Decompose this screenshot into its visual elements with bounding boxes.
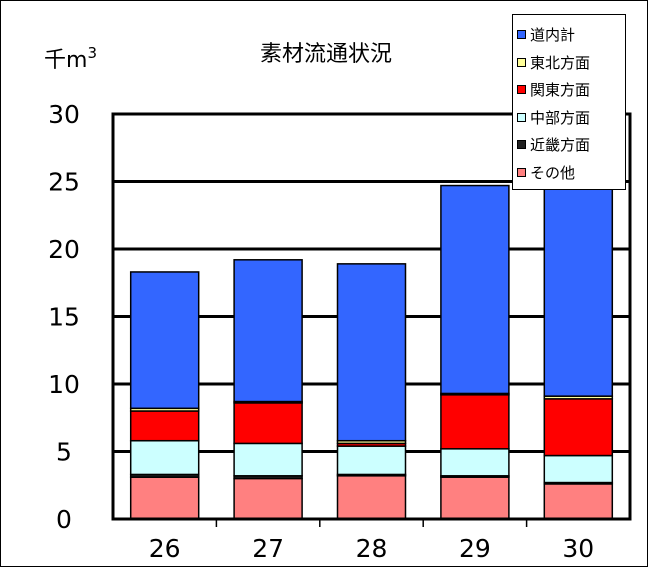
- legend-item: 道内計: [517, 21, 625, 49]
- bar-segment: [129, 476, 200, 520]
- bar-segment: [440, 394, 510, 450]
- bar-segment: [233, 259, 303, 403]
- bar-segment: [129, 271, 200, 410]
- legend-swatch: [517, 85, 526, 95]
- legend-item: 近畿方面: [517, 131, 625, 159]
- y-tick-label: 10: [48, 370, 80, 399]
- x-tick-label: 26: [149, 534, 181, 563]
- legend-swatch: [517, 30, 526, 40]
- y-unit-label: 千m3: [44, 42, 97, 74]
- x-tick-label: 28: [356, 534, 388, 563]
- y-tick-label: 30: [48, 100, 80, 129]
- legend-label: 近畿方面: [530, 136, 591, 155]
- legend-label: 東北方面: [530, 53, 591, 72]
- y-unit-text: 千m: [44, 48, 88, 73]
- bar-segment: [543, 398, 614, 457]
- bar-segment: [233, 402, 303, 445]
- bar-segment: [440, 476, 510, 520]
- legend-item: 中部方面: [517, 104, 625, 132]
- bar-segment: [336, 263, 407, 442]
- legend-swatch: [517, 112, 526, 122]
- legend-item: 東北方面: [517, 49, 625, 77]
- legend-label: その他: [530, 163, 576, 182]
- legend-swatch: [517, 140, 526, 150]
- chart-legend: 道内計東北方面関東方面中部方面近畿方面その他: [512, 14, 626, 190]
- legend-swatch: [517, 167, 526, 177]
- legend-item: 関東方面: [517, 76, 625, 104]
- legend-label: 中部方面: [530, 108, 591, 127]
- bar-segment: [440, 184, 510, 395]
- bar-segment: [336, 445, 407, 476]
- bar-segment: [543, 454, 614, 484]
- bar-segment: [129, 410, 200, 442]
- y-tick-label: 5: [56, 438, 72, 467]
- x-tick-label: 30: [562, 534, 594, 563]
- legend-item: その他: [517, 159, 625, 187]
- bar-segment: [233, 477, 303, 520]
- x-tick-label: 29: [459, 534, 491, 563]
- legend-label: 関東方面: [530, 81, 591, 100]
- x-tick-label: 27: [252, 534, 284, 563]
- y-unit-superscript: 3: [87, 44, 97, 62]
- bar-segment: [440, 448, 510, 477]
- bar-segment: [543, 180, 614, 397]
- legend-label: 道内計: [530, 26, 576, 45]
- y-tick-label: 20: [48, 235, 80, 264]
- chart-title: 素材流通状況: [260, 42, 393, 67]
- plot-area-border: [111, 112, 632, 521]
- y-tick-label: 25: [48, 168, 80, 197]
- y-tick-label: 15: [48, 303, 80, 332]
- y-tick-label: 0: [56, 505, 72, 534]
- bar-segment: [129, 439, 200, 476]
- bar-segment: [336, 475, 407, 520]
- legend-swatch: [517, 57, 526, 67]
- bar-segment: [543, 483, 614, 520]
- bar-segment: [233, 442, 303, 477]
